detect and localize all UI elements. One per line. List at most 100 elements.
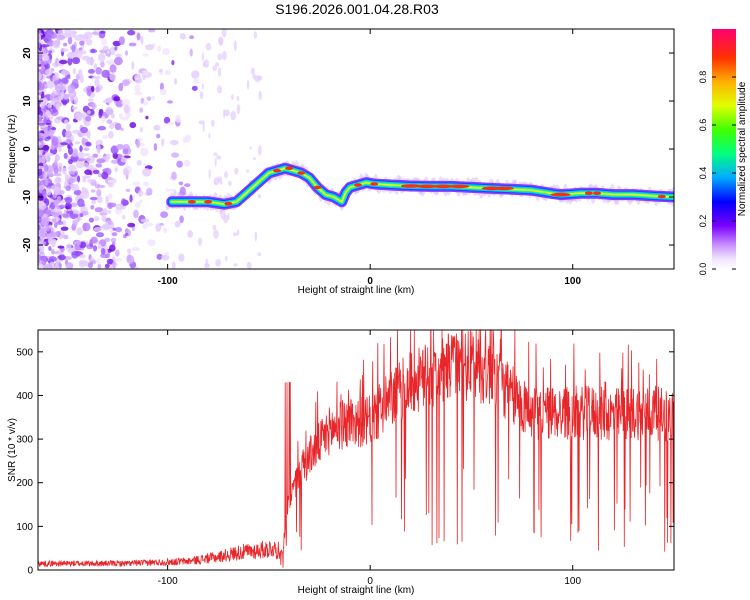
noise-speck [253,157,256,161]
y-tick-label: 100 [16,522,33,533]
noise-speck [70,170,76,175]
noise-speck [178,181,184,186]
noise-speck [161,254,170,261]
noise-speck [221,29,227,38]
noise-speck [111,241,116,246]
noise-speck [71,44,76,53]
noise-speck [94,207,104,213]
noise-speck [104,237,111,242]
noise-speck [44,110,51,116]
noise-speck [58,166,62,173]
noise-speck [97,126,107,131]
noise-speck [143,100,148,106]
ridge-peak [593,191,601,195]
noise-speck [165,188,170,192]
noise-speck [133,209,139,219]
noise-speck [145,222,154,227]
noise-speck [231,94,234,100]
noise-speck [46,136,51,140]
noise-speck [87,110,91,115]
noise-speck [198,120,205,125]
ridge-peak [204,200,213,204]
noise-speck [40,67,46,75]
noise-speck [38,251,45,255]
noise-speck [178,253,185,262]
noise-speck [126,255,135,264]
noise-speck [100,248,106,255]
noise-speck [109,228,114,234]
noise-speck [236,104,241,115]
y-tick-label: 200 [16,478,33,489]
noise-speck [93,216,100,222]
noise-speck [139,127,143,133]
noise-speck [61,167,67,175]
noise-speck [78,261,86,268]
noise-speck [38,116,43,123]
noise-speck [213,177,220,186]
noise-speck [246,79,250,90]
noise-speck [71,78,79,87]
noise-speck [127,222,136,228]
noise-speck [114,56,123,66]
noise-speck [258,90,263,100]
colorbar-tick-label: 0.0 [698,263,708,276]
noise-speck [79,254,86,259]
noise-speck [44,177,49,186]
noise-speck [97,196,103,204]
noise-speck [106,258,114,265]
noise-speck [140,36,144,45]
noise-speck [184,183,191,188]
ridge-peak [657,194,666,199]
noise-speck [60,48,69,52]
noise-speck [182,137,188,144]
noise-speck [42,217,51,222]
noise-speck [79,40,85,46]
noise-speck [81,186,86,193]
noise-speck [71,129,81,134]
noise-speck [187,230,193,238]
colorbar-ticks: 0.0 0.2 0.4 0.6 0.8 [698,71,736,276]
noise-speck [92,169,100,175]
noise-speck [70,183,80,191]
colorbar-tick-label: 0.2 [698,215,708,228]
noise-speck [66,243,72,252]
noise-speck [90,205,95,210]
noise-speck [65,185,71,191]
noise-speck [38,155,43,163]
noise-speck [109,64,117,73]
noise-speck [67,36,73,45]
noise-speck [42,133,50,138]
noise-speck [159,68,164,76]
noise-speck [60,142,68,146]
noise-speck [179,186,186,196]
noise-speck [140,218,149,223]
noise-speck [151,95,156,101]
noise-speck [68,142,74,147]
noise-speck [213,152,218,156]
noise-speck [84,153,90,157]
noise-speck [110,113,115,119]
noise-speck [252,73,256,80]
noise-speck [216,155,222,160]
noise-speck [169,188,177,192]
noise-speck [72,210,81,215]
noise-speck [253,31,258,39]
noise-speck [77,175,81,183]
noise-speck [96,144,101,154]
colorbar-tick-label: 0.4 [698,167,708,180]
noise-speck [120,198,127,207]
noise-speck [219,180,223,185]
noise-speck [101,38,107,46]
noise-speck [57,245,65,249]
noise-speck [72,67,76,75]
noise-speck [112,40,122,47]
noise-speck [156,253,163,260]
noise-speck [86,130,91,140]
noise-speck [78,50,87,55]
noise-speck [164,69,171,76]
noise-speck [47,182,54,186]
spectrogram-xlabel: Height of straight line (km) [298,285,415,296]
noise-speck [249,146,252,150]
